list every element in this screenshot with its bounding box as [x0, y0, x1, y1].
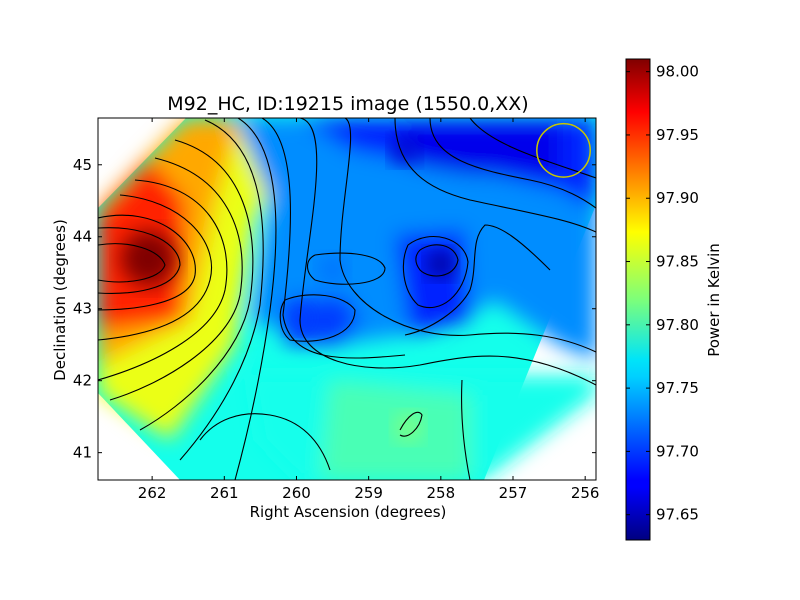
contour-line	[299, 118, 596, 386]
contour-line	[261, 118, 406, 359]
contour-line	[399, 411, 423, 437]
contour-line	[98, 214, 196, 311]
colorbar-tick-label: 97.65	[656, 506, 699, 524]
plot-frame	[97, 117, 597, 481]
colorbar-tick-label: 97.80	[656, 316, 699, 334]
heatmap-field	[98, 118, 596, 480]
colorbar-tick-label: 98.00	[656, 63, 699, 81]
plot-area	[98, 118, 596, 480]
contour-line	[415, 244, 459, 277]
contour-line	[179, 119, 264, 461]
contour-line	[234, 118, 277, 480]
contour-line	[429, 118, 596, 209]
x-tick-label: 258	[427, 484, 456, 502]
contour-line	[404, 224, 551, 336]
heatmap-peak	[390, 136, 419, 165]
colorbar-tick-label: 97.90	[656, 189, 699, 207]
contour-line	[402, 236, 469, 309]
heatmap-peak	[318, 255, 347, 284]
colorbar-tick-label: 97.85	[656, 253, 699, 271]
y-tick-label: 41	[73, 444, 92, 462]
x-tick-label: 262	[138, 484, 167, 502]
heatmap-blobs	[98, 118, 596, 480]
contour-line	[339, 118, 596, 353]
contour-line	[199, 413, 331, 471]
colorbar-axis: 97.65 97.70 97.75 97.80 97.85 97.90 97.95 98.00	[626, 63, 699, 524]
heatmap-peak	[426, 250, 455, 279]
contour-line	[98, 179, 228, 381]
contour-line	[306, 252, 386, 285]
y-tick-label: 43	[73, 300, 92, 318]
colorbar	[625, 58, 651, 541]
heatmap-peak	[394, 413, 423, 442]
y-axis-label: Declination (degrees)	[51, 219, 69, 381]
colorbar-tick-label: 97.75	[656, 379, 699, 397]
x-tick-label: 259	[354, 484, 383, 502]
contour-lines	[98, 118, 596, 480]
x-tick-label: 257	[499, 484, 528, 502]
beam-marker-circle	[536, 122, 591, 178]
x-axis: 262 261 260 259 258 257 256	[138, 118, 600, 502]
x-tick-label: 256	[571, 484, 600, 502]
colorbar-label: Power in Kelvin	[705, 243, 723, 357]
heatmap-peak	[120, 230, 177, 287]
chart-title: M92_HC, ID:19215 image (1550.0,XX)	[167, 93, 528, 115]
x-tick-label: 261	[210, 484, 239, 502]
heatmap-blob	[400, 125, 560, 175]
contour-line	[98, 227, 181, 294]
contour-line	[109, 157, 243, 401]
colorbar-tick-label: 97.70	[656, 442, 699, 460]
contour-line	[98, 243, 166, 283]
y-tick-label: 42	[73, 372, 92, 390]
contour-line	[279, 294, 356, 342]
contour-line	[98, 194, 212, 341]
y-tick-label: 44	[73, 228, 92, 246]
contour-line	[461, 379, 471, 480]
x-tick-label: 260	[282, 484, 311, 502]
y-tick-label: 45	[73, 156, 92, 174]
contour-line	[394, 118, 596, 233]
y-axis: 41 42 43 44 45	[73, 156, 596, 462]
contour-line	[139, 139, 254, 431]
colorbar-tick-label: 97.95	[656, 126, 699, 144]
x-axis-label: Right Ascension (degrees)	[250, 503, 447, 521]
